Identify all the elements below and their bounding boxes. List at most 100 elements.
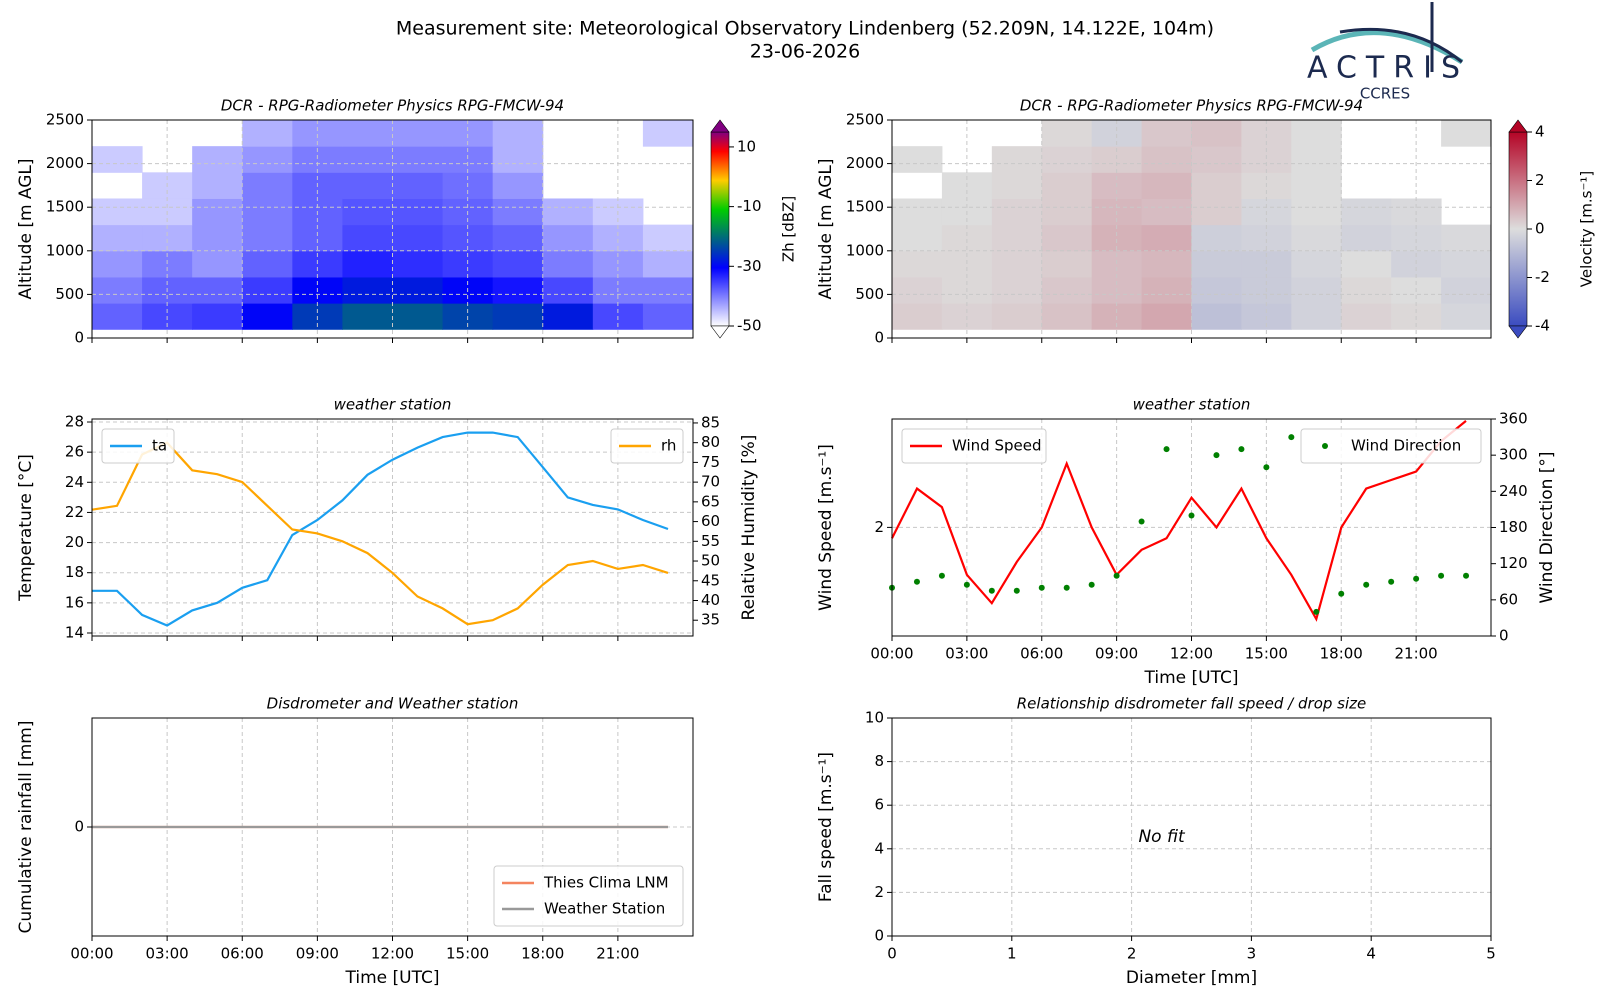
heatmap-cell: [342, 224, 393, 252]
x-tick-label: 06:00: [221, 945, 264, 963]
marker: [913, 578, 920, 585]
heatmap-cell: [392, 146, 444, 173]
heatmap-cell: [242, 146, 293, 173]
heatmap-cell: [92, 303, 143, 330]
y2-tick-label: 80: [701, 433, 720, 451]
heatmap-cell: [1041, 198, 1093, 226]
logo: ACTRIS CCRES: [1307, 2, 1464, 103]
heatmap-cell: [1341, 198, 1392, 226]
y-tick-label: 8: [874, 752, 884, 770]
logo-arc: [1310, 30, 1464, 65]
heatmap-cell: [642, 303, 694, 330]
colorbar-label: Velocity [m.s⁻¹]: [1578, 171, 1596, 287]
heatmap-cell: [492, 276, 544, 304]
colorbar-extend: [710, 325, 730, 339]
y-tick-label: 1000: [46, 241, 84, 259]
marker: [1088, 581, 1095, 588]
x-tick-label: 15:00: [1245, 645, 1288, 663]
colorbar-tick-label: 10: [737, 137, 756, 155]
heatmap-cell: [1191, 120, 1242, 147]
heatmap-cell: [1041, 303, 1093, 330]
heatmap-cell: [392, 303, 444, 330]
heatmap-cell: [1441, 276, 1492, 304]
x-tick-label: 5: [1486, 945, 1496, 963]
heatmap-cell: [892, 250, 943, 278]
panel-title: weather station: [334, 396, 452, 414]
x-tick-label: 0: [887, 945, 897, 963]
y2-tick-label: 180: [1499, 518, 1528, 536]
y-tick-label: 2: [874, 883, 884, 901]
heatmap-cell: [892, 224, 943, 252]
axes-frame: [91, 119, 694, 339]
heatmap-cell: [192, 224, 243, 252]
heatmap-cell: [1041, 224, 1093, 252]
colorbar: [1508, 131, 1528, 327]
heatmap-cell: [1191, 303, 1242, 330]
heatmap-cell: [342, 276, 393, 304]
heatmap-cell: [1041, 276, 1093, 304]
y2-tick-label: 60: [1499, 590, 1518, 608]
heatmap-cell: [542, 250, 594, 278]
legend-swatch: [1322, 443, 1328, 449]
plot-area: [92, 120, 694, 330]
heatmap-cell: [1141, 224, 1192, 252]
y-tick-label: 18: [65, 563, 84, 581]
axes-frame: [91, 418, 694, 637]
legend-label: Thies Clima LNM: [543, 874, 669, 892]
y-tick-label: 2500: [846, 111, 884, 129]
heatmap-cell: [342, 303, 393, 330]
heatmap-cell: [1191, 224, 1242, 252]
heatmap-cell: [642, 250, 694, 278]
x-tick-label: 12:00: [371, 945, 414, 963]
x-tick-label: 21:00: [596, 945, 639, 963]
series-line: [91, 441, 669, 626]
heatmap-cell: [242, 120, 293, 147]
heatmap-cell: [542, 276, 594, 304]
heatmap-cell: [892, 198, 943, 226]
heatmap-cell: [242, 303, 293, 330]
x-tick-label: 00:00: [70, 945, 113, 963]
heatmap-cell: [1141, 146, 1192, 173]
y2-tick-label: 70: [701, 473, 720, 491]
heatmap-cell: [492, 303, 544, 330]
y-label: Wind Speed [m.s⁻¹]: [816, 444, 836, 611]
colorbar-tick-label: 2: [1535, 171, 1545, 189]
legend-label: rh: [661, 437, 676, 455]
heatmap-cell: [92, 250, 143, 278]
x-tick-label: 18:00: [521, 945, 564, 963]
panel: 14161820222426283540455055606570758085ta…: [16, 396, 759, 642]
colorbar-extend: [710, 119, 730, 133]
legend-label: Wind Speed: [952, 437, 1042, 455]
heatmap-cell: [1141, 276, 1192, 304]
y-tick-label: 0: [874, 927, 884, 945]
heatmap-cell: [392, 224, 444, 252]
y2-tick-label: 40: [701, 591, 720, 609]
y2-tick-label: 85: [701, 413, 720, 431]
heatmap-cell: [492, 198, 544, 226]
marker: [1463, 572, 1470, 579]
x-tick-label: 2: [1127, 945, 1137, 963]
x-tick-label: 15:00: [446, 945, 489, 963]
y-tick-label: 10: [865, 709, 884, 727]
x-tick-label: 1: [1007, 945, 1017, 963]
legend-label: Weather Station: [544, 900, 665, 918]
colorbar-tick-label: -30: [737, 257, 762, 275]
heatmap-cell: [1041, 172, 1093, 199]
panel: 00:00 03:00 06:00 09:00 12:00 15:00 18:00 21:00…: [816, 396, 1557, 689]
heatmap-cell: [991, 303, 1043, 330]
heatmap-cell: [892, 303, 943, 330]
colorbar-extend: [1508, 119, 1528, 133]
heatmap-cell: [342, 120, 393, 147]
heatmap-cell: [1291, 250, 1342, 278]
heatmap-cell: [1291, 224, 1342, 252]
heatmap-cell: [1441, 120, 1492, 147]
heatmap-cell: [991, 172, 1043, 199]
figure-title: Measurement site: Meteorological Observa…: [396, 18, 1214, 40]
legend-box: [901, 428, 1047, 464]
x-tick-label: 00:00: [870, 645, 913, 663]
marker: [1338, 590, 1345, 597]
heatmap-cell: [1191, 250, 1242, 278]
y-tick-label: 16: [65, 593, 84, 611]
heatmap-cell: [242, 198, 293, 226]
y-tick-label: 2000: [46, 154, 84, 172]
